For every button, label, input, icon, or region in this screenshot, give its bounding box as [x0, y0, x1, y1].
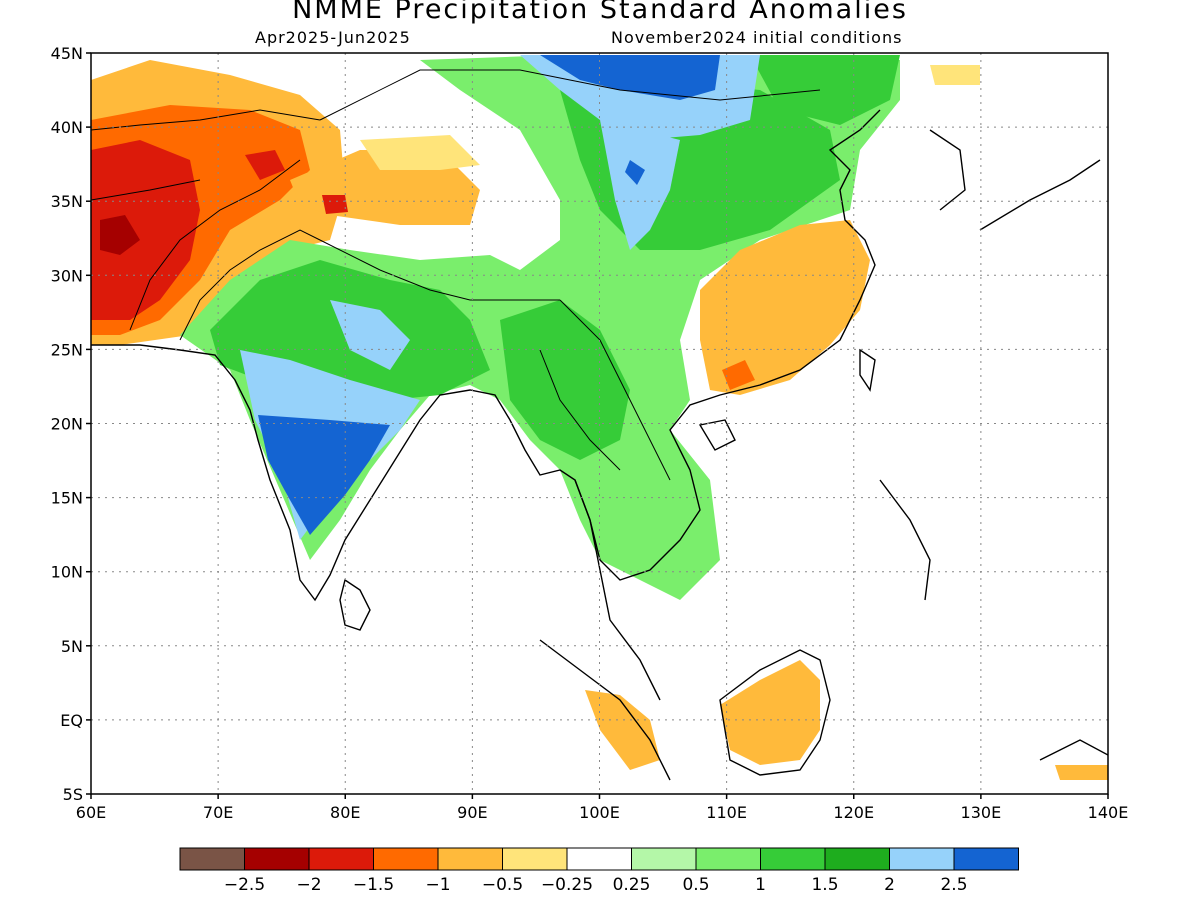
dry-region-south-china	[700, 220, 870, 395]
colorbar-label: −0.5	[482, 875, 523, 895]
dry-region-karakoram	[245, 150, 285, 180]
very-wet-india-core	[258, 415, 390, 535]
lat-tick-label: 25N	[51, 340, 83, 359]
colorbar-label: 0.5	[682, 875, 709, 895]
lon-tick-label: 90E	[457, 803, 487, 822]
colorbar-swatch	[502, 847, 568, 871]
lon-tick-label: 120E	[833, 803, 874, 822]
dry-region-borneo	[720, 660, 820, 765]
latitude-axis: 45N 40N 35N 30N 25N 20N 15N 10N 5N EQ 5S	[51, 44, 91, 804]
lat-tick-label: EQ	[60, 711, 83, 730]
dry-spot-kashmir	[322, 195, 348, 214]
longitude-axis: 60E 70E 80E 90E 100E 110E 120E 130E 140E	[76, 794, 1129, 822]
very-wet-china-plume	[600, 120, 680, 250]
colorbar-swatch	[179, 847, 245, 871]
colorbar-label: 0.25	[613, 875, 651, 895]
lon-tick-label: 140E	[1088, 803, 1129, 822]
borders	[91, 69, 821, 481]
chart-title: NMME Precipitation Standard Anomalies	[292, 0, 908, 25]
colorbar-swatch	[889, 847, 955, 871]
colorbar-label: 1.5	[811, 875, 838, 895]
colorbar-label: −1.5	[353, 875, 394, 895]
colorbar-swatch	[760, 847, 826, 871]
coastlines	[91, 109, 1108, 781]
colorbar-label: 2.5	[940, 875, 967, 895]
dry-region-sumatra	[585, 690, 660, 770]
lat-tick-label: 30N	[51, 266, 83, 285]
colorbar-label: −2	[296, 875, 321, 895]
colorbar-swatch	[308, 847, 374, 871]
lat-tick-label: 45N	[51, 44, 83, 63]
dry-region-west-extreme	[100, 215, 140, 255]
dry-region-newguinea	[1055, 765, 1108, 780]
colorbar-swatch	[373, 847, 439, 871]
lon-tick-label: 80E	[330, 803, 360, 822]
colorbar-swatch	[437, 847, 503, 871]
wet-region-mongolia	[750, 55, 900, 125]
lat-tick-label: 40N	[51, 118, 83, 137]
dry-region-tibet-west-light	[360, 135, 480, 170]
colorbar-label: −2.5	[224, 875, 265, 895]
lon-tick-label: 130E	[961, 803, 1002, 822]
initial-conditions: November2024 initial conditions	[611, 28, 903, 47]
colorbar-swatch	[244, 847, 310, 871]
lat-tick-label: 20N	[51, 415, 83, 434]
colorbar-swatch	[695, 847, 761, 871]
colorbar: −2.5 −2 −1.5 −1 −0.5 −0.25 0.25 0.5 1 1.5 2 2.5	[179, 847, 1019, 895]
lon-tick-label: 100E	[579, 803, 620, 822]
dry-region-japan	[930, 65, 980, 85]
lon-tick-label: 70E	[203, 803, 233, 822]
lat-tick-label: 5S	[63, 785, 83, 804]
lat-tick-label: 10N	[51, 563, 83, 582]
colorbar-swatch	[953, 847, 1019, 871]
colorbar-label: 1	[755, 875, 766, 895]
lat-tick-label: 35N	[51, 192, 83, 211]
forecast-period: Apr2025-Jun2025	[255, 28, 411, 47]
lon-tick-label: 60E	[76, 803, 106, 822]
wet-region-indochina	[500, 300, 630, 460]
colorbar-label: −0.25	[541, 875, 593, 895]
colorbar-swatch	[631, 847, 697, 871]
anomaly-field	[91, 55, 1108, 780]
very-wet-spot	[625, 160, 645, 185]
very-wet-mongolia-core	[540, 55, 720, 100]
colorbar-swatch	[824, 847, 890, 871]
colorbar-label: 2	[884, 875, 895, 895]
lon-tick-label: 110E	[706, 803, 747, 822]
very-wet-central-india	[330, 300, 410, 370]
lat-tick-label: 15N	[51, 489, 83, 508]
map-grid	[91, 53, 1108, 794]
colorbar-swatch	[566, 847, 632, 871]
dry-region-south-china-core	[722, 360, 755, 390]
lat-tick-label: 5N	[61, 637, 83, 656]
colorbar-label: −1	[425, 875, 450, 895]
